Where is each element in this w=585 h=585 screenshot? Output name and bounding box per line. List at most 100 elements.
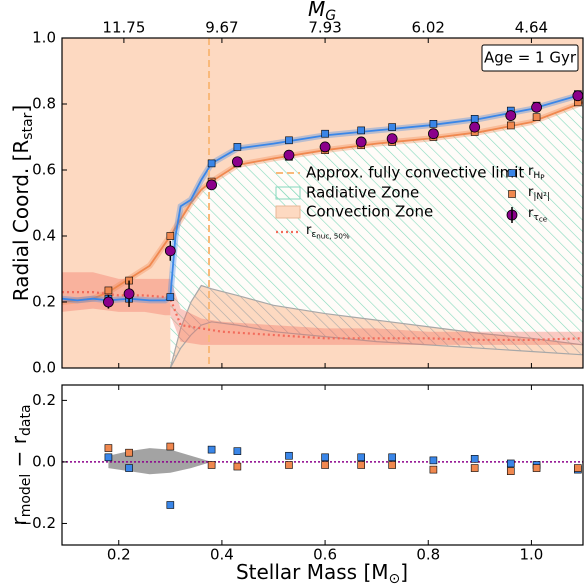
model-point	[166, 232, 175, 240]
x2-tick-label: 6.02	[412, 19, 445, 37]
residual-point	[506, 459, 515, 468]
legend-label: r|N²|	[528, 185, 550, 202]
legend-label-part: P	[540, 173, 545, 182]
x-tick-label: 0.8	[416, 546, 440, 564]
core-band	[169, 284, 583, 368]
residual-point	[321, 453, 329, 462]
residual-point	[285, 461, 293, 469]
x2-axis-label: MG	[308, 0, 336, 24]
y-tick-label: 0.2	[32, 391, 56, 409]
x-axis-label-part: Stellar Mass [M	[236, 560, 389, 584]
legend-label-part: r	[528, 185, 534, 200]
model-line	[62, 93, 583, 302]
residual-point	[470, 455, 479, 463]
residual-point	[104, 444, 113, 452]
legend-label-part: τ	[533, 212, 539, 222]
x2-tick-label: 4.64	[515, 19, 548, 37]
residual-point	[357, 461, 365, 469]
data-point	[103, 296, 114, 308]
legend-label: Convection Zone	[306, 203, 433, 221]
x2-tick-label: 7.93	[308, 19, 341, 37]
model-point	[429, 120, 438, 128]
nuc-line	[62, 291, 583, 342]
y-tick-label: 1.0	[32, 29, 56, 47]
y-axis-label-part: ]	[9, 105, 33, 113]
data-point	[386, 133, 398, 145]
model-point	[233, 143, 242, 151]
residual-point	[574, 464, 582, 472]
legend-label: rHP	[528, 164, 545, 182]
y-axis-label-part: Radial Coord. [R	[9, 140, 33, 302]
residual-band	[108, 448, 212, 475]
radiative-zone	[170, 102, 583, 368]
data-point	[283, 149, 295, 161]
top-plot	[62, 38, 583, 368]
residual-point	[233, 462, 242, 471]
y-tick-label: 0.2	[32, 293, 56, 311]
x2-tick-label: 9.67	[205, 19, 238, 37]
residual-point	[125, 464, 133, 472]
model-point	[104, 286, 113, 295]
residual-point	[388, 453, 396, 462]
y-axis-label-part: data	[18, 404, 34, 436]
residual-point	[388, 461, 396, 469]
legend-label-part: ce	[539, 215, 548, 224]
bottom-plot	[62, 442, 583, 509]
legend-label-part: |N²|	[533, 191, 550, 201]
x2-tick-label: 11.75	[102, 19, 145, 37]
model-point	[321, 129, 329, 138]
model-point	[532, 113, 541, 121]
model-point	[166, 293, 175, 301]
residual-point	[125, 448, 133, 457]
y-tick-label: 0.0	[32, 359, 56, 377]
data-point	[206, 179, 217, 191]
nuc-band	[62, 272, 583, 345]
residual-point	[104, 453, 113, 462]
legend-label: Approx. fully convective limit	[306, 164, 524, 182]
axes-frame	[61, 37, 584, 369]
model-point	[508, 190, 516, 198]
residual-point	[321, 461, 329, 469]
data-point	[123, 288, 135, 300]
y-axis-label-part: model	[18, 474, 34, 518]
residual-point	[429, 456, 438, 465]
y-axis-label: rmodel − rdata	[7, 404, 35, 525]
legend-label-part: r	[528, 206, 534, 221]
residual-point	[233, 447, 242, 455]
data-point	[231, 156, 243, 168]
y-axis-label-part: r	[7, 517, 31, 526]
x-axis-label-part: ]	[400, 560, 408, 584]
x2-axis-label-part: G	[325, 8, 336, 24]
annotation-box	[481, 44, 579, 72]
model-point	[508, 169, 516, 177]
residual-point	[506, 467, 515, 475]
residual-point	[207, 445, 216, 454]
x-tick-label: 0.4	[210, 546, 234, 564]
x-tick-label: 1.0	[519, 546, 543, 564]
residual-point	[357, 453, 365, 462]
y-axis-label-part: − r	[7, 435, 31, 473]
legend-swatch	[275, 186, 301, 200]
x-tick-label: 0.2	[107, 546, 131, 564]
data-point	[572, 90, 583, 102]
legend-label-part: r	[306, 223, 312, 238]
model-point	[506, 121, 515, 130]
data-point	[355, 136, 367, 148]
x2-axis-label-part: M	[308, 0, 325, 21]
y-axis-label-part: star	[20, 112, 36, 139]
legend-label-part: nuc, 50%	[316, 232, 350, 241]
axes-frame	[61, 384, 584, 546]
data-point	[531, 101, 542, 113]
legend-label: rτce	[528, 206, 548, 224]
x-tick-label: 0.6	[313, 546, 337, 564]
residual-point	[470, 464, 479, 472]
model-point	[470, 115, 479, 123]
y-axis-label: Radial Coord. [Rstar]	[9, 105, 37, 302]
y-tick-label: 0.8	[32, 95, 56, 113]
residual-point	[429, 465, 438, 474]
y-tick-label: 0.6	[32, 161, 56, 179]
annotation: Age = 1 Gyr	[484, 49, 577, 67]
legend-swatch	[275, 205, 301, 219]
legend-label-part: ε	[311, 229, 316, 239]
